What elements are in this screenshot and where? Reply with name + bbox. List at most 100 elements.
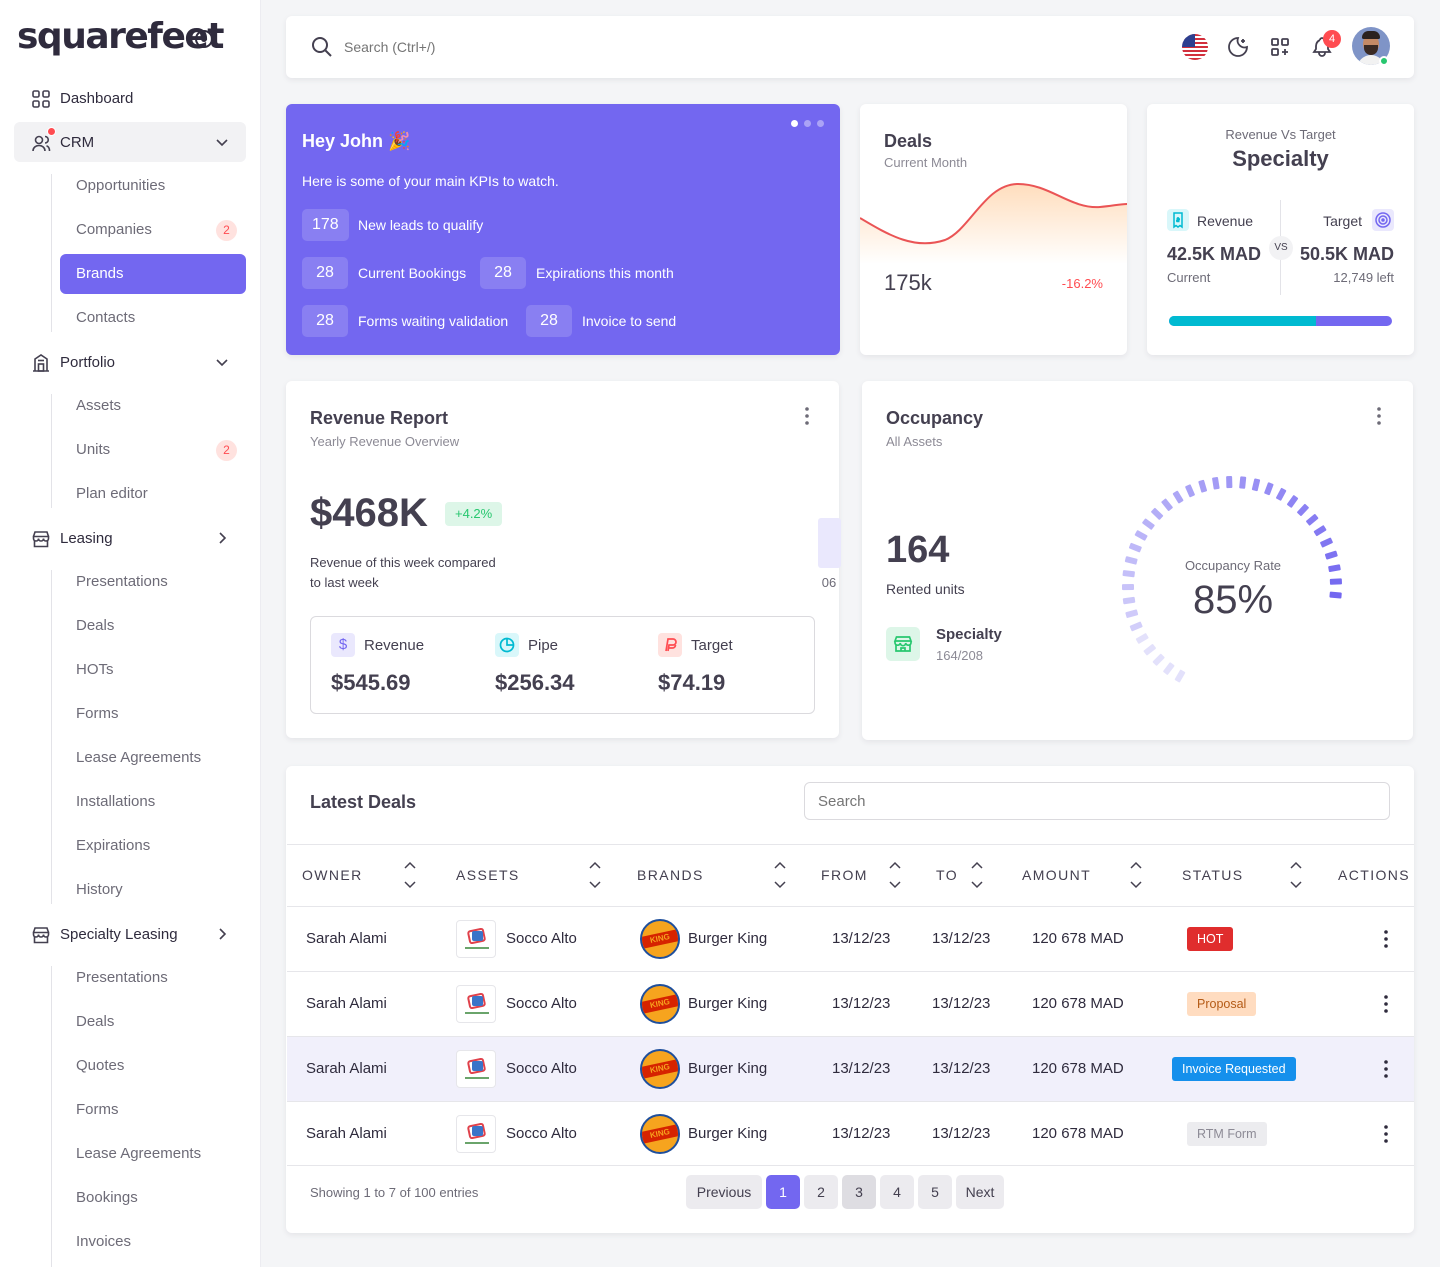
sidebar-item-plan-editor[interactable]: Plan editor — [60, 474, 246, 514]
column-header-brands[interactable]: BRANDS — [637, 867, 704, 883]
table-row[interactable] — [287, 906, 1414, 971]
column-header-assets[interactable]: ASSETS — [456, 867, 520, 883]
sidebar-item-label: Lease Agreements — [76, 1145, 202, 1162]
brand-logo: KING — [640, 1114, 680, 1154]
shortcuts-icon[interactable] — [1268, 35, 1292, 59]
sidebar-item-units[interactable]: Units 2 — [60, 430, 246, 470]
pagination-previous[interactable]: Previous — [686, 1175, 762, 1209]
column-header-owner[interactable]: OWNER — [302, 867, 363, 883]
deals-change: -16.2% — [1061, 276, 1103, 291]
sidebar-item-dashboard[interactable]: Dashboard — [14, 78, 246, 118]
sidebar-item-history[interactable]: History — [60, 870, 246, 910]
table-row[interactable] — [287, 1101, 1414, 1166]
pagination-page-2[interactable]: 2 — [804, 1175, 838, 1209]
store-icon — [886, 627, 920, 661]
sidebar-item-specialty-forms[interactable]: Forms — [60, 1090, 246, 1130]
sidebar-item-leasing-deals[interactable]: Deals — [60, 606, 246, 646]
sidebar-item-opportunities[interactable]: Opportunities — [60, 166, 246, 206]
sidebar-item-specialty-presentations[interactable]: Presentations — [60, 958, 246, 998]
store-icon — [32, 927, 50, 944]
gauge-segment — [1134, 530, 1148, 541]
logo-toggle-icon[interactable] — [195, 30, 213, 48]
sidebar-item-label: Brands — [76, 265, 124, 282]
sidebar-item-quotes[interactable]: Quotes — [60, 1046, 246, 1086]
global-search-input[interactable] — [344, 34, 844, 60]
moon-icon[interactable] — [1226, 35, 1250, 59]
building-icon — [33, 354, 49, 372]
sidebar-item-invoices[interactable]: Invoices — [60, 1222, 246, 1262]
asset-logo — [456, 1115, 496, 1153]
kpi-label: Invoice to send — [582, 313, 677, 329]
sidebar-item-companies[interactable]: Companies 2 — [60, 210, 246, 250]
sidebar-item-label: Forms — [76, 705, 119, 722]
column-header-status[interactable]: STATUS — [1182, 867, 1244, 883]
sidebar-item-leasing-forms[interactable]: Forms — [60, 694, 246, 734]
sidebar-item-crm[interactable]: CRM — [14, 122, 246, 162]
vs-badge: VS — [1269, 236, 1293, 260]
column-header-from[interactable]: FROM — [821, 867, 868, 883]
sidebar-item-lease-agreements[interactable]: Lease Agreements — [60, 738, 246, 778]
brand-logo: KING — [640, 1049, 680, 1089]
sidebar-item-installations[interactable]: Installations — [60, 782, 246, 822]
target-card-title: Specialty — [1232, 146, 1329, 171]
owner-cell: Sarah Alami — [306, 1060, 387, 1077]
pagination-page-5[interactable]: 5 — [918, 1175, 952, 1209]
sidebar-item-specialty-leasing[interactable]: Specialty Leasing — [14, 914, 246, 954]
asset-cell: Socco Alto — [506, 1060, 577, 1077]
sidebar-item-label: Forms — [76, 1101, 119, 1118]
column-header-amount[interactable]: AMOUNT — [1022, 867, 1092, 883]
status-badge: Proposal — [1187, 992, 1257, 1016]
sidebar-item-specialty-lease-agreements[interactable]: Lease Agreements — [60, 1134, 246, 1174]
table-search-input[interactable] — [804, 782, 1390, 820]
pagination-page-4[interactable]: 4 — [880, 1175, 914, 1209]
carousel-dots[interactable] — [791, 120, 824, 127]
pagination-page-1[interactable]: 1 — [766, 1175, 800, 1209]
sidebar-item-leasing[interactable]: Leasing — [14, 518, 246, 558]
column-header-to[interactable]: TO — [936, 867, 958, 883]
more-vertical-icon[interactable] — [805, 407, 809, 425]
more-vertical-icon[interactable] — [1384, 995, 1388, 1013]
sort-icon[interactable] — [971, 860, 983, 890]
us-flag-icon[interactable] — [1182, 34, 1208, 60]
sidebar-item-hots[interactable]: HOTs — [60, 650, 246, 690]
occupancy-gauge — [1121, 475, 1342, 683]
sidebar-item-assets[interactable]: Assets — [60, 386, 246, 426]
revenue-label: Revenue — [1197, 213, 1254, 229]
gauge-segment — [1329, 591, 1342, 599]
table-header-divider — [287, 844, 1414, 845]
sort-icon[interactable] — [774, 860, 786, 890]
sidebar-item-leasing-presentations[interactable]: Presentations — [60, 562, 246, 602]
pagination-page-3[interactable]: 3 — [842, 1175, 876, 1209]
sort-icon[interactable] — [1130, 860, 1142, 890]
sort-icon[interactable] — [1290, 860, 1302, 890]
gauge-segment — [1124, 556, 1138, 565]
table-info: Showing 1 to 7 of 100 entries — [310, 1185, 479, 1200]
sort-icon[interactable] — [589, 860, 601, 890]
sidebar-item-brands[interactable]: Brands — [60, 254, 246, 294]
sort-icon[interactable] — [889, 860, 901, 890]
sidebar-item-bookings[interactable]: Bookings — [60, 1178, 246, 1218]
sidebar-item-specialty-deals[interactable]: Deals — [60, 1002, 246, 1042]
notification-dot — [47, 127, 56, 136]
more-vertical-icon[interactable] — [1377, 407, 1381, 425]
sidebar-item-portfolio[interactable]: Portfolio — [14, 342, 246, 382]
owner-cell: Sarah Alami — [306, 995, 387, 1012]
sidebar-item-contacts[interactable]: Contacts — [60, 298, 246, 338]
more-vertical-icon[interactable] — [1384, 1060, 1388, 1078]
more-vertical-icon[interactable] — [1384, 1125, 1388, 1143]
search-icon[interactable] — [310, 35, 334, 59]
submenu-line — [51, 966, 52, 1267]
occupancy-rate-value: 85% — [1192, 578, 1274, 622]
occupancy-title: Occupancy — [886, 408, 984, 428]
gauge-segment — [1264, 482, 1274, 496]
deals-title: Deals — [884, 131, 933, 151]
kpi-label: Expirations this month — [536, 265, 674, 281]
sort-icon[interactable] — [404, 860, 416, 890]
sidebar-item-expirations[interactable]: Expirations — [60, 826, 246, 866]
more-vertical-icon[interactable] — [1384, 930, 1388, 948]
sidebar-item-label: Units — [76, 441, 111, 458]
status-badge: HOT — [1187, 927, 1234, 951]
table-row[interactable] — [287, 971, 1414, 1036]
revenue-amount: $468K — [310, 491, 428, 535]
pagination-next[interactable]: Next — [956, 1175, 1004, 1209]
